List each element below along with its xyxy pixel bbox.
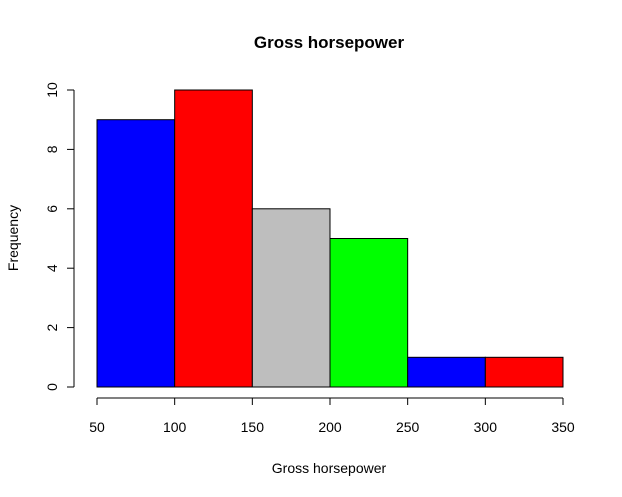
y-axis-label: Frequency [5,205,21,271]
x-axis-label: Gross horsepower [272,460,387,476]
x-tick-label: 50 [89,419,105,435]
histogram-bar-3 [251,208,331,388]
y-tick-label: 10 [44,82,60,98]
y-tick-label: 2 [44,323,60,331]
x-tick-label: 350 [551,419,575,435]
y-tick-label: 6 [44,205,60,213]
histogram-bar-1 [96,119,176,388]
histogram-bar-2 [174,89,253,388]
x-tick-label: 300 [474,419,498,435]
y-tick-label: 0 [44,383,60,391]
y-tick-label: 4 [44,264,60,272]
x-tick-label: 150 [241,419,265,435]
histogram-bar-6 [484,356,564,388]
x-axis: 50 100 150 200 250 300 350 [89,397,575,435]
histogram-bar-5 [407,356,486,388]
y-axis: 0 2 4 6 8 10 [44,82,75,391]
histogram-bar-4 [329,238,409,388]
chart-title: Gross horsepower [254,33,405,52]
y-tick-label: 8 [44,145,60,153]
x-tick-label: 200 [318,419,342,435]
x-tick-label: 100 [163,419,187,435]
x-tick-label: 250 [396,419,420,435]
bars-group [96,89,564,388]
